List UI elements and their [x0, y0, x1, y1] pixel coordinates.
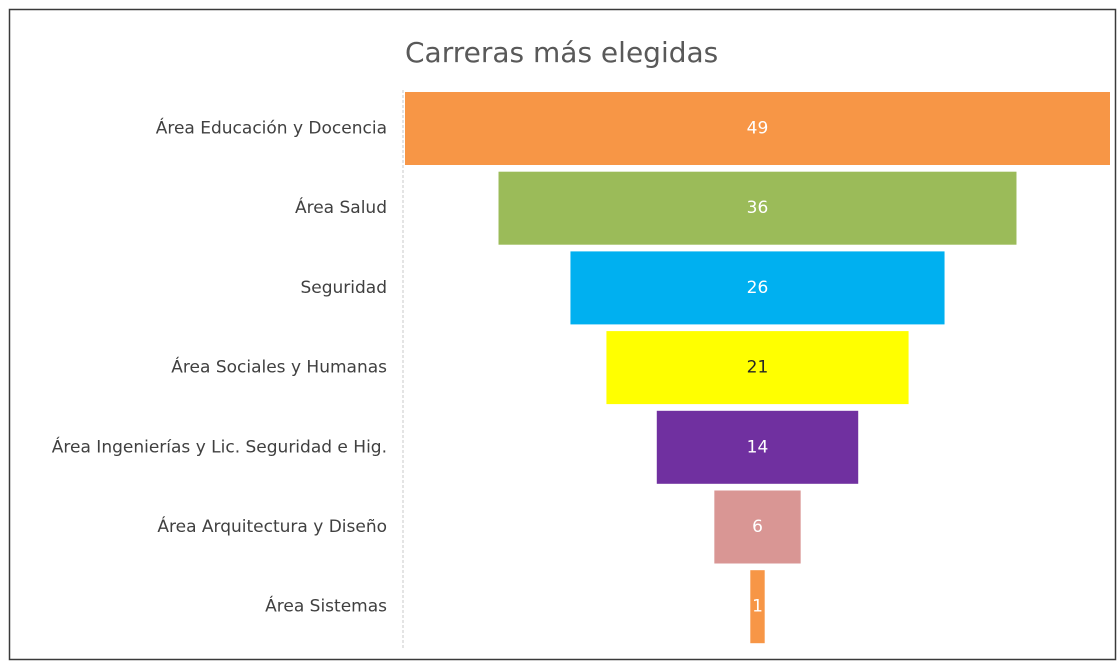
- funnel-bar: [570, 251, 945, 325]
- value-label: 36: [747, 198, 769, 218]
- value-label: 26: [747, 278, 769, 298]
- value-label: 49: [747, 119, 769, 139]
- category-label: Seguridad: [300, 278, 387, 298]
- chart-title: Carreras más elegidas: [405, 36, 718, 69]
- value-label: 21: [747, 358, 769, 378]
- category-label: Área Sociales y Humanas: [171, 356, 387, 378]
- funnel-bar: [656, 410, 859, 484]
- value-label: 1: [752, 597, 763, 617]
- category-label: Área Arquitectura y Diseño: [157, 515, 387, 537]
- category-label: Área Ingenierías y Lic. Seguridad e Hig.: [52, 435, 387, 457]
- category-label: Área Salud: [295, 196, 387, 218]
- value-label: 6: [752, 517, 763, 537]
- category-label: Área Educación y Docencia: [156, 117, 387, 139]
- category-label: Área Sistemas: [265, 595, 387, 617]
- funnel-bar: [405, 92, 1110, 165]
- value-label: 14: [747, 437, 769, 457]
- funnel-bar: [498, 171, 1017, 245]
- funnel-bar: [714, 490, 801, 564]
- funnel-bar: [606, 331, 909, 405]
- funnel-bar: [750, 570, 765, 644]
